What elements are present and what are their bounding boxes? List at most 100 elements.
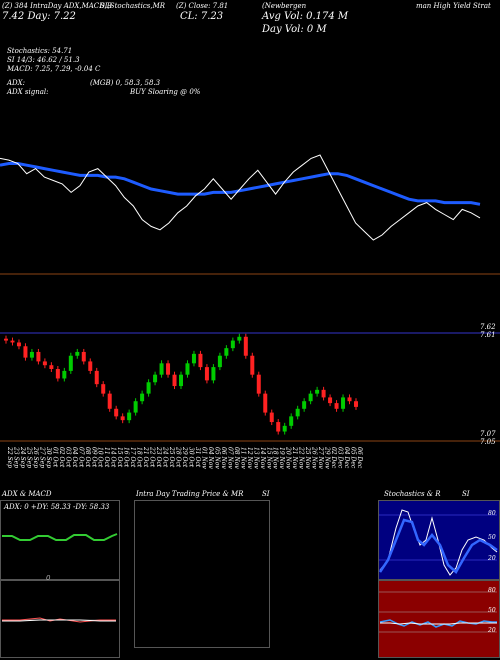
date-tick-label: 22 Nov bbox=[298, 446, 305, 469]
candle bbox=[166, 363, 171, 375]
rsi-tick-80: 80 bbox=[488, 587, 496, 594]
candle bbox=[146, 382, 151, 394]
candle bbox=[127, 412, 132, 421]
adx-panel bbox=[0, 500, 120, 580]
header-day-vol: Day Vol: 0 M bbox=[262, 24, 327, 35]
date-tick-label: 08 Nov bbox=[233, 447, 240, 469]
candle bbox=[36, 351, 41, 362]
date-tick-label: 21 Nov bbox=[291, 446, 298, 469]
candle bbox=[282, 425, 287, 432]
upper-price-label-2: 7.61 bbox=[480, 331, 496, 339]
candle bbox=[354, 401, 358, 407]
date-tick-label: 14 Nov bbox=[259, 447, 266, 469]
stoch-tick-50: 50 bbox=[488, 534, 496, 541]
header-cl: CL: 7.23 bbox=[180, 11, 224, 22]
date-tick-label: 18 Nov bbox=[272, 447, 279, 469]
candle bbox=[10, 340, 15, 343]
date-tick-label: 04 Dec bbox=[343, 447, 350, 469]
header-fund: (Newbergen bbox=[262, 2, 307, 10]
date-tick-label: 12 Nov bbox=[246, 447, 253, 469]
date-tick-label: 05 Dec bbox=[350, 447, 357, 469]
candle bbox=[179, 374, 183, 387]
candle bbox=[94, 370, 99, 385]
candle bbox=[308, 393, 313, 402]
lower-price-label: 7.07 bbox=[480, 430, 496, 438]
si-readout: SI 14/3: 46.62 / 51.3 bbox=[7, 56, 80, 64]
candle bbox=[88, 361, 93, 371]
candle bbox=[217, 355, 222, 368]
adx-panel-values: ADX: 0 +DY: 58.33 -DY: 58.33 bbox=[4, 503, 110, 511]
date-tick-label: 17 Oct bbox=[129, 447, 136, 468]
date-tick-label: 10 Oct bbox=[97, 447, 104, 468]
date-tick-label: 26 Sep bbox=[32, 446, 39, 468]
date-tick-label: 02 Oct bbox=[58, 447, 65, 468]
candle bbox=[211, 367, 216, 381]
candle bbox=[276, 422, 281, 432]
date-tick-label: 25 Nov bbox=[304, 446, 311, 469]
candle bbox=[42, 361, 47, 366]
header-title: (Z) 384 IntraDay ADX,MACD,B bbox=[2, 2, 112, 10]
moving-average-line bbox=[0, 162, 481, 206]
rsi-ma-line bbox=[380, 622, 497, 625]
candle bbox=[101, 384, 106, 394]
candle bbox=[140, 393, 145, 402]
candle bbox=[4, 338, 8, 341]
header-day: 7.42 Day: 7.22 bbox=[2, 11, 76, 22]
date-tick-label: 29 Oct bbox=[181, 446, 188, 468]
date-tick-label: 31 Oct bbox=[194, 447, 201, 468]
candle bbox=[224, 348, 229, 356]
date-tick-label: 13 Nov bbox=[252, 447, 259, 469]
header-close: (Z) Close: 7.81 bbox=[176, 2, 229, 10]
candle bbox=[159, 363, 164, 375]
candle bbox=[68, 355, 73, 371]
stoch-tick-80: 80 bbox=[488, 510, 496, 517]
rsi-tick-20: 20 bbox=[488, 627, 496, 634]
date-tick-label: 01 Oct bbox=[51, 447, 58, 468]
date-tick-label: 16 Oct bbox=[123, 447, 130, 468]
date-tick-label: 22 Oct bbox=[149, 446, 156, 468]
date-tick-label: 01 Nov bbox=[200, 447, 207, 469]
date-tick-label: 30 Oct bbox=[187, 447, 194, 468]
date-tick-label: 11 Nov bbox=[239, 447, 246, 469]
candle bbox=[29, 351, 34, 358]
adx-values: (MGB) 0, 58.3, 58.3 bbox=[90, 79, 161, 87]
candle bbox=[16, 342, 21, 347]
candle bbox=[185, 363, 190, 375]
adx-signal-label: ADX signal: bbox=[7, 88, 49, 96]
header-avg-vol: Avg Vol: 0.174 M bbox=[262, 11, 349, 22]
date-tick-label: 29 Nov bbox=[324, 446, 331, 469]
candle bbox=[243, 336, 248, 356]
date-tick-label: 27 Nov bbox=[317, 446, 324, 469]
price-chart: 22 Sep 23 Sep 24 Sep 25 Sep 26 Sep 27 Sep 30 S… bbox=[0, 154, 500, 469]
intraday-panel-title: Intra Day Trading Price & MR bbox=[136, 490, 244, 498]
candle bbox=[107, 393, 112, 409]
date-tick-label: 04 Oct bbox=[71, 447, 78, 468]
candle bbox=[23, 346, 28, 358]
date-tick-label: 15 Oct bbox=[116, 447, 123, 468]
candle bbox=[269, 412, 274, 423]
date-tick-label: 21 Oct bbox=[142, 446, 149, 468]
stoch-tick-20: 20 bbox=[488, 555, 496, 562]
date-tick-label: 07 Oct bbox=[77, 447, 84, 468]
candle bbox=[347, 397, 352, 402]
rsi-panel bbox=[378, 580, 500, 658]
candle bbox=[204, 367, 209, 381]
candle bbox=[289, 416, 294, 426]
date-tick-label: 02 Dec bbox=[330, 447, 337, 469]
date-tick-label: 20 Nov bbox=[285, 446, 292, 469]
candle bbox=[75, 351, 80, 356]
candle bbox=[321, 389, 326, 398]
date-tick-label: 23 Oct bbox=[155, 446, 162, 468]
candle bbox=[198, 353, 203, 368]
date-tick-label: 11 Oct bbox=[103, 447, 110, 468]
candle bbox=[328, 397, 333, 404]
stoch-d-line bbox=[378, 518, 498, 574]
date-tick-label: 15 Nov bbox=[265, 447, 272, 469]
close-price-line bbox=[0, 154, 481, 241]
date-tick-label: 05 Nov bbox=[213, 447, 220, 469]
candle bbox=[237, 336, 242, 341]
candle bbox=[334, 403, 339, 409]
candle bbox=[172, 374, 177, 387]
candle bbox=[302, 401, 307, 409]
date-tick-label: 14 Oct bbox=[110, 447, 117, 468]
